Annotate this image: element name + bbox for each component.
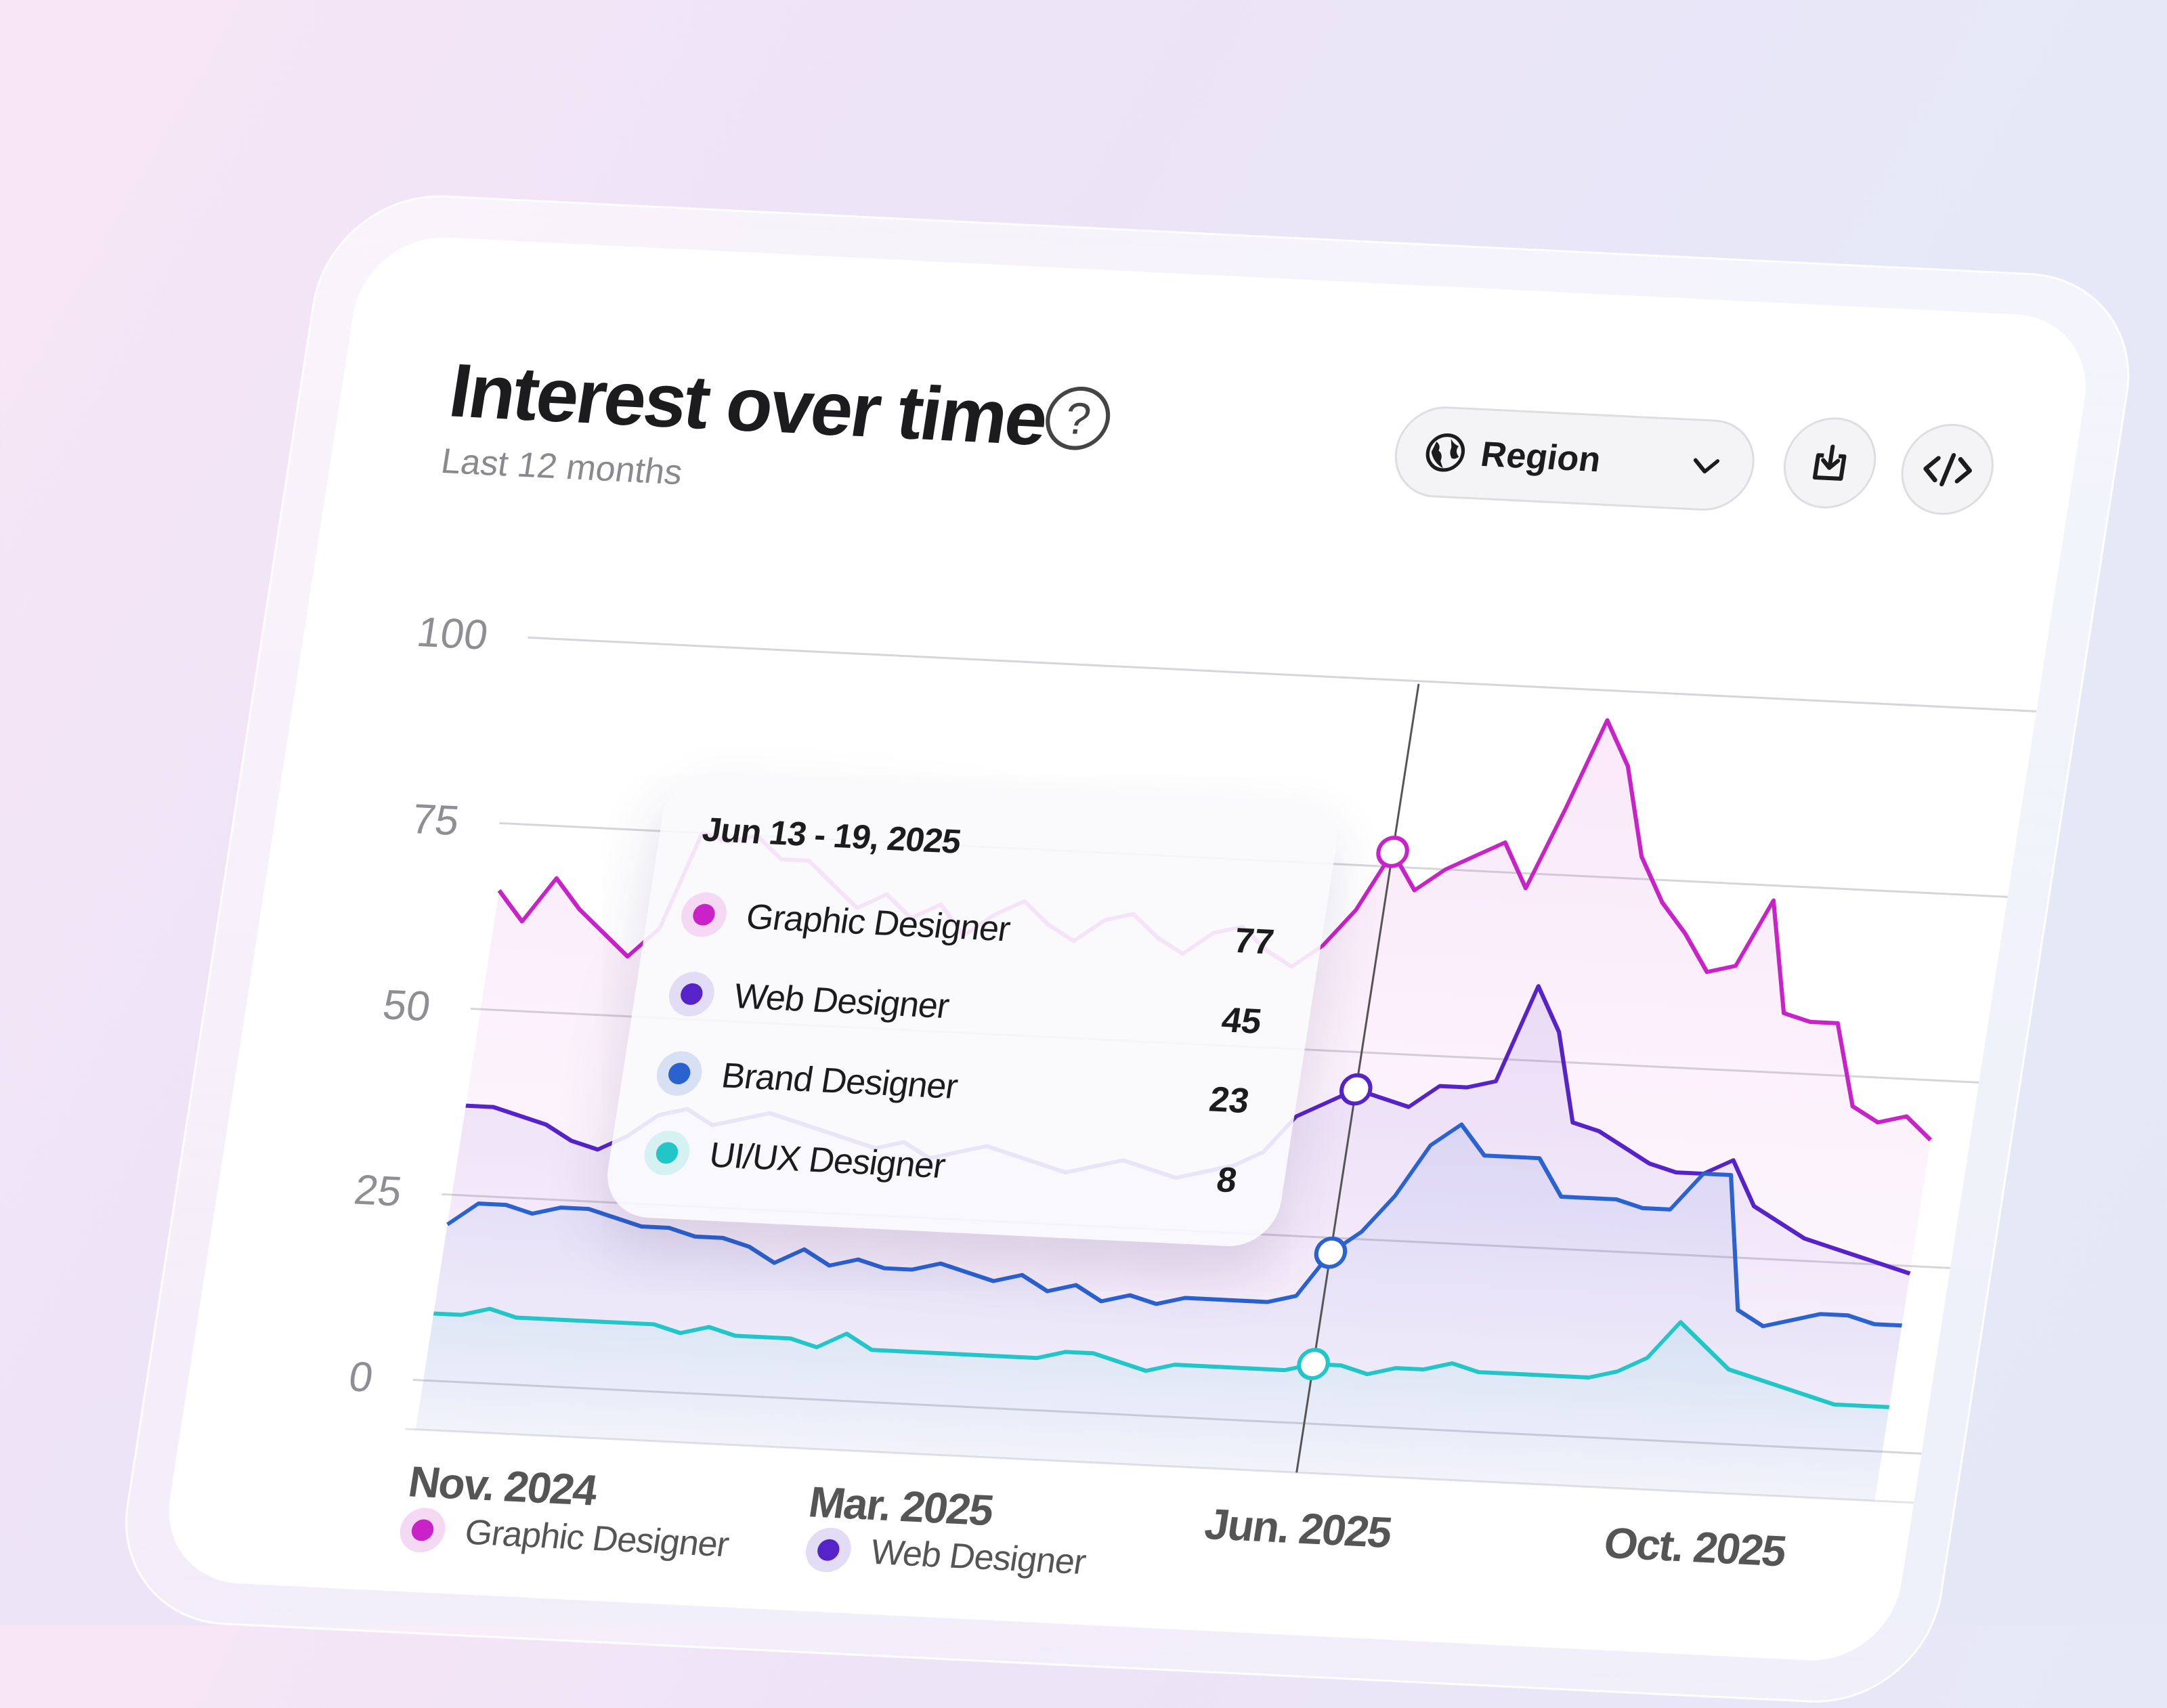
download-button[interactable]	[1777, 415, 1883, 511]
card-stage: Interest over time ? Last 12 months Regi…	[108, 190, 2146, 1708]
series-line-ui-ux-designer	[433, 1306, 1890, 1409]
highlight-point	[1376, 835, 1409, 868]
tooltip-date: Jun 13 - 19, 2025	[700, 810, 964, 861]
tooltip-row: UI/UX Designer 8	[640, 1122, 1241, 1211]
series-dot-icon	[666, 970, 718, 1018]
chevron-down-icon	[1693, 458, 1720, 473]
tooltip-series-name: UI/UX Designer	[706, 1135, 948, 1187]
x-tick-label: Oct. 2025	[1600, 1518, 1789, 1576]
x-tick-label: Jun. 2025	[1201, 1499, 1394, 1557]
series-dot-icon	[678, 891, 730, 939]
highlight-point	[1297, 1348, 1330, 1380]
gridline	[528, 636, 2037, 712]
highlight-point	[1339, 1073, 1373, 1106]
globe-icon	[1425, 433, 1465, 472]
series-line-brand-designer	[446, 1122, 1902, 1329]
tooltip-series-value: 45	[1219, 1000, 1264, 1042]
x-tick-label: Mar. 2025	[805, 1477, 996, 1535]
download-icon	[1812, 444, 1847, 481]
x-tick-label: Nov. 2024	[405, 1457, 600, 1515]
legend-dot-icon	[397, 1506, 449, 1554]
region-dropdown[interactable]: Region	[1388, 404, 1761, 513]
legend-label: Web Designer	[867, 1532, 1088, 1583]
tooltip-series-value: 23	[1206, 1080, 1252, 1122]
tooltip-series-name: Web Designer	[731, 977, 951, 1027]
embed-code-button[interactable]	[1894, 421, 2000, 517]
series-dot-icon	[653, 1050, 706, 1097]
legend-dot-icon	[802, 1526, 855, 1574]
series-area	[415, 1308, 1889, 1501]
interest-over-time-card: Interest over time ? Last 12 months Regi…	[157, 234, 2097, 1665]
tooltip-row: Web Designer 45	[664, 963, 1266, 1052]
chart-tooltip: Jun 13 - 19, 2025 Graphic Designer 77 We…	[601, 769, 1343, 1249]
tooltip-row: Graphic Designer 77	[677, 883, 1279, 973]
highlight-point	[1314, 1236, 1348, 1269]
tooltip-series-name: Brand Designer	[718, 1056, 960, 1107]
series-dot-icon	[641, 1129, 693, 1176]
code-icon	[1923, 452, 1972, 486]
tooltip-series-name: Graphic Designer	[743, 897, 1013, 949]
tooltip-series-value: 77	[1231, 921, 1276, 962]
tooltip-row: Brand Designer 23	[652, 1042, 1253, 1132]
